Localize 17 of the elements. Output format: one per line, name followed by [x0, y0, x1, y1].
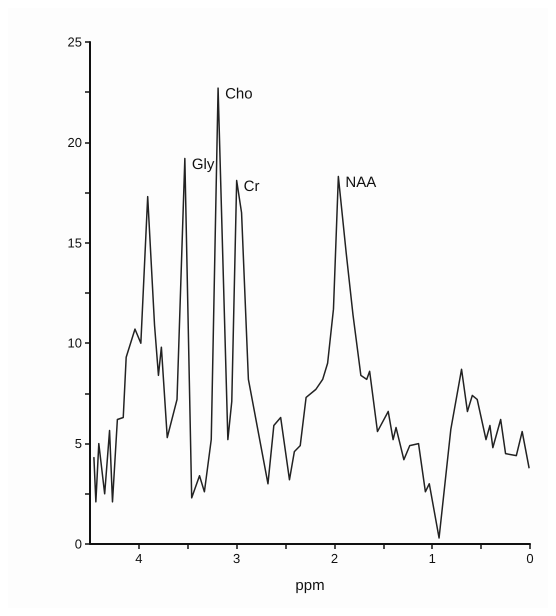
y-tick-label: 15	[68, 235, 82, 250]
annotation: Cr	[244, 178, 260, 196]
annotation: Gly	[192, 156, 215, 173]
y-tick-label: 5	[74, 436, 82, 452]
x-axis-title: ppm	[295, 577, 325, 594]
annotation: Cho	[225, 86, 253, 103]
y-tick-label: 10	[68, 336, 82, 351]
x-tick-label: 4	[135, 551, 143, 566]
y-tick-label: 25	[68, 34, 82, 50]
y-tick-label: 0	[74, 536, 82, 552]
annotation: NAA	[345, 174, 376, 192]
line-series	[93, 87, 530, 539]
x-tick-label: 2	[330, 551, 338, 566]
y-tick-label: 20	[68, 134, 82, 150]
x-tick-label: 3	[233, 551, 240, 566]
x-tick-label: 1	[428, 551, 436, 566]
x-tick-label: 0	[526, 551, 534, 566]
